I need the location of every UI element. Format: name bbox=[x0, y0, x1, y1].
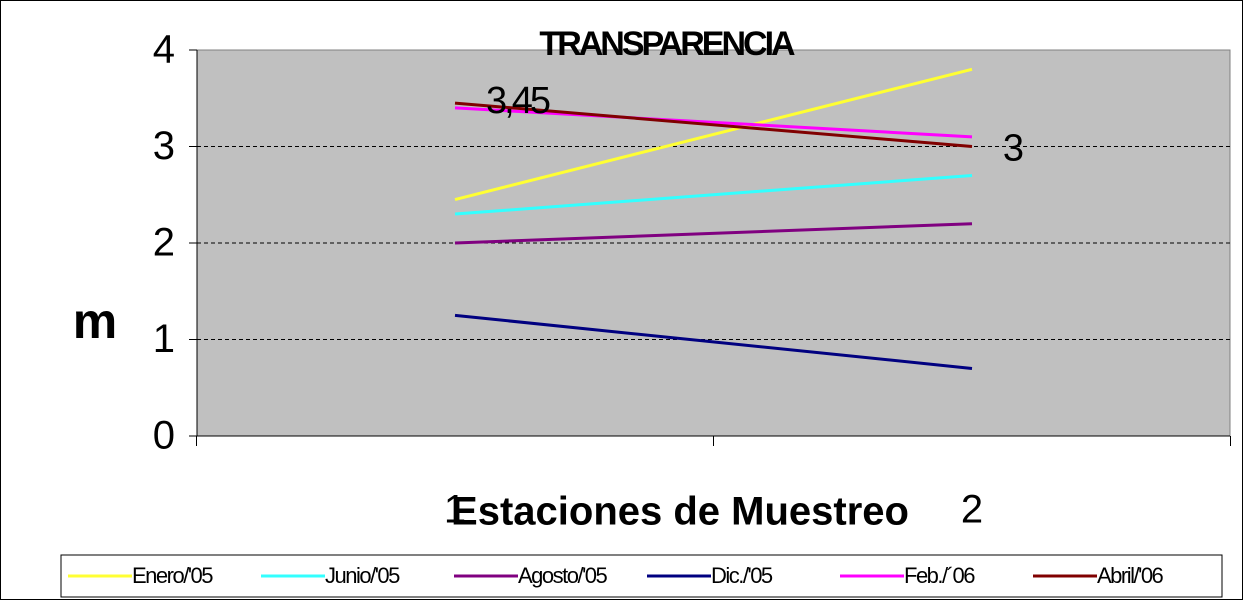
x-tick-label: 1 bbox=[444, 488, 466, 532]
y-axis-label: m bbox=[73, 293, 117, 349]
y-tick-label: 2 bbox=[153, 221, 175, 265]
chart-title: TRANSPARENCIA bbox=[539, 25, 795, 63]
plot-area bbox=[196, 49, 1231, 437]
legend-label: Agosto/'05 bbox=[518, 563, 608, 588]
legend-label: Feb./´06 bbox=[904, 563, 975, 588]
y-tick-label: 0 bbox=[153, 414, 175, 458]
series-line bbox=[454, 173, 973, 216]
legend-label: Dic./'05 bbox=[711, 563, 773, 588]
series-line bbox=[454, 101, 973, 148]
series-line bbox=[454, 106, 973, 139]
data-label: 3,45 bbox=[486, 80, 550, 122]
x-axis-label: Estaciones de Muestreo bbox=[451, 490, 909, 534]
legend-label: Abril/'06 bbox=[1097, 563, 1164, 588]
legend bbox=[60, 554, 1223, 598]
y-tick-label: 4 bbox=[153, 28, 175, 72]
y-tick-label: 1 bbox=[153, 317, 175, 361]
legend-label: Junio/'05 bbox=[325, 563, 400, 588]
series-line bbox=[454, 67, 973, 202]
data-label: 3 bbox=[1003, 128, 1023, 170]
y-tick-label: 3 bbox=[153, 124, 175, 168]
series-line bbox=[454, 313, 973, 370]
series-line bbox=[454, 222, 973, 245]
x-tick-label: 2 bbox=[961, 488, 983, 532]
legend-label: Enero/'05 bbox=[132, 563, 213, 588]
